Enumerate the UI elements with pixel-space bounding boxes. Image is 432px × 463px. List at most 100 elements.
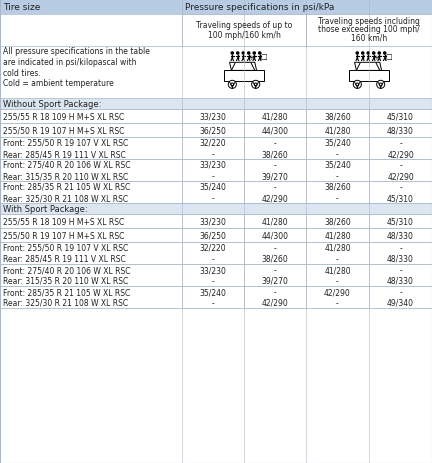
Bar bbox=[182, 160, 244, 181]
Text: 35/240: 35/240 bbox=[324, 139, 351, 148]
Text: -: - bbox=[399, 265, 402, 275]
Text: 39/270: 39/270 bbox=[261, 172, 289, 181]
Bar bbox=[369, 181, 432, 204]
Circle shape bbox=[230, 52, 234, 56]
Bar bbox=[244, 181, 306, 204]
Text: 48/330: 48/330 bbox=[387, 255, 414, 263]
Text: 39/270: 39/270 bbox=[261, 276, 289, 285]
Bar bbox=[306, 287, 369, 308]
Bar bbox=[182, 287, 244, 308]
Text: Front: 255/50 R 19 107 V XL RSC: Front: 255/50 R 19 107 V XL RSC bbox=[3, 244, 128, 252]
Text: 41/280: 41/280 bbox=[324, 126, 351, 135]
Text: -: - bbox=[336, 172, 339, 181]
Bar bbox=[182, 214, 244, 229]
Text: are indicated in psi/kilopascal with: are indicated in psi/kilopascal with bbox=[3, 58, 137, 67]
Text: 36/250: 36/250 bbox=[200, 231, 226, 240]
Text: 35/240: 35/240 bbox=[200, 288, 226, 296]
Text: 49/340: 49/340 bbox=[387, 298, 414, 307]
Text: 32/220: 32/220 bbox=[200, 139, 226, 148]
Bar bbox=[182, 15, 306, 47]
Text: -: - bbox=[273, 265, 276, 275]
Text: Rear: 285/45 R 19 111 V XL RSC: Rear: 285/45 R 19 111 V XL RSC bbox=[3, 255, 126, 263]
Text: 33/230: 33/230 bbox=[200, 265, 226, 275]
Circle shape bbox=[356, 84, 359, 87]
Text: -: - bbox=[399, 288, 402, 296]
Text: 42/290: 42/290 bbox=[387, 172, 414, 181]
Bar bbox=[349, 71, 389, 82]
Text: Pressure specifications in psi/kPa: Pressure specifications in psi/kPa bbox=[185, 3, 334, 12]
Text: Rear: 285/45 R 19 111 V XL RSC: Rear: 285/45 R 19 111 V XL RSC bbox=[3, 150, 126, 159]
Text: 44/300: 44/300 bbox=[261, 126, 289, 135]
Bar bbox=[0, 160, 182, 181]
Bar bbox=[369, 110, 432, 124]
Bar bbox=[0, 99, 432, 110]
Circle shape bbox=[258, 52, 261, 56]
Text: 41/280: 41/280 bbox=[324, 244, 351, 252]
Bar bbox=[306, 264, 369, 287]
Text: -: - bbox=[399, 161, 402, 169]
Circle shape bbox=[353, 81, 361, 89]
Text: 42/290: 42/290 bbox=[262, 194, 289, 203]
Text: 36/250: 36/250 bbox=[200, 126, 226, 135]
Text: 160 km/h: 160 km/h bbox=[351, 33, 387, 43]
Text: 38/260: 38/260 bbox=[324, 182, 351, 192]
Bar bbox=[369, 264, 432, 287]
Bar bbox=[0, 229, 182, 243]
Circle shape bbox=[252, 81, 260, 89]
Bar bbox=[0, 243, 182, 264]
Bar bbox=[369, 138, 432, 160]
Bar bbox=[182, 0, 432, 15]
Bar bbox=[244, 124, 306, 138]
Circle shape bbox=[356, 52, 359, 56]
Text: 33/230: 33/230 bbox=[200, 112, 226, 121]
Text: Front: 275/40 R 20 106 W XL RSC: Front: 275/40 R 20 106 W XL RSC bbox=[3, 161, 130, 169]
Circle shape bbox=[361, 52, 365, 56]
Text: All pressure specifications in the table: All pressure specifications in the table bbox=[3, 47, 150, 56]
Bar bbox=[244, 160, 306, 181]
Circle shape bbox=[252, 52, 256, 56]
Bar bbox=[306, 181, 369, 204]
Circle shape bbox=[241, 52, 245, 56]
Text: Front: 255/50 R 19 107 V XL RSC: Front: 255/50 R 19 107 V XL RSC bbox=[3, 139, 128, 148]
Text: -: - bbox=[212, 172, 214, 181]
Text: -: - bbox=[399, 182, 402, 192]
Text: -: - bbox=[273, 244, 276, 252]
Text: 42/290: 42/290 bbox=[387, 150, 414, 159]
Text: 255/50 R 19 107 H M+S XL RSC: 255/50 R 19 107 H M+S XL RSC bbox=[3, 231, 124, 240]
Bar bbox=[369, 229, 432, 243]
Bar bbox=[369, 243, 432, 264]
Bar bbox=[244, 214, 306, 229]
Circle shape bbox=[228, 81, 236, 89]
Bar bbox=[369, 214, 432, 229]
Text: -: - bbox=[336, 150, 339, 159]
Text: -: - bbox=[212, 255, 214, 263]
Bar bbox=[0, 124, 182, 138]
Text: Rear: 325/30 R 21 108 W XL RSC: Rear: 325/30 R 21 108 W XL RSC bbox=[3, 194, 128, 203]
Text: □: □ bbox=[260, 54, 267, 60]
Text: 35/240: 35/240 bbox=[200, 182, 226, 192]
Bar bbox=[182, 243, 244, 264]
Text: Tire size: Tire size bbox=[3, 3, 40, 12]
Text: 100 mph/160 km/h: 100 mph/160 km/h bbox=[207, 31, 280, 39]
Bar bbox=[306, 124, 369, 138]
Bar bbox=[244, 287, 306, 308]
Bar bbox=[369, 124, 432, 138]
Text: 45/310: 45/310 bbox=[387, 194, 414, 203]
Text: -: - bbox=[399, 139, 402, 148]
Bar bbox=[369, 287, 432, 308]
Text: Rear: 325/30 R 21 108 W XL RSC: Rear: 325/30 R 21 108 W XL RSC bbox=[3, 298, 128, 307]
Bar bbox=[0, 15, 182, 47]
Text: 35/240: 35/240 bbox=[324, 161, 351, 169]
Text: 45/310: 45/310 bbox=[387, 217, 414, 226]
Bar bbox=[0, 47, 432, 99]
Text: 41/280: 41/280 bbox=[262, 112, 288, 121]
Circle shape bbox=[231, 84, 234, 87]
Text: Traveling speeds including: Traveling speeds including bbox=[318, 18, 420, 26]
Text: 41/280: 41/280 bbox=[324, 231, 351, 240]
Text: 38/260: 38/260 bbox=[262, 255, 289, 263]
Bar bbox=[182, 229, 244, 243]
Bar bbox=[0, 110, 182, 124]
Text: Rear: 315/35 R 20 110 W XL RSC: Rear: 315/35 R 20 110 W XL RSC bbox=[3, 172, 128, 181]
Text: -: - bbox=[399, 244, 402, 252]
Bar bbox=[182, 124, 244, 138]
